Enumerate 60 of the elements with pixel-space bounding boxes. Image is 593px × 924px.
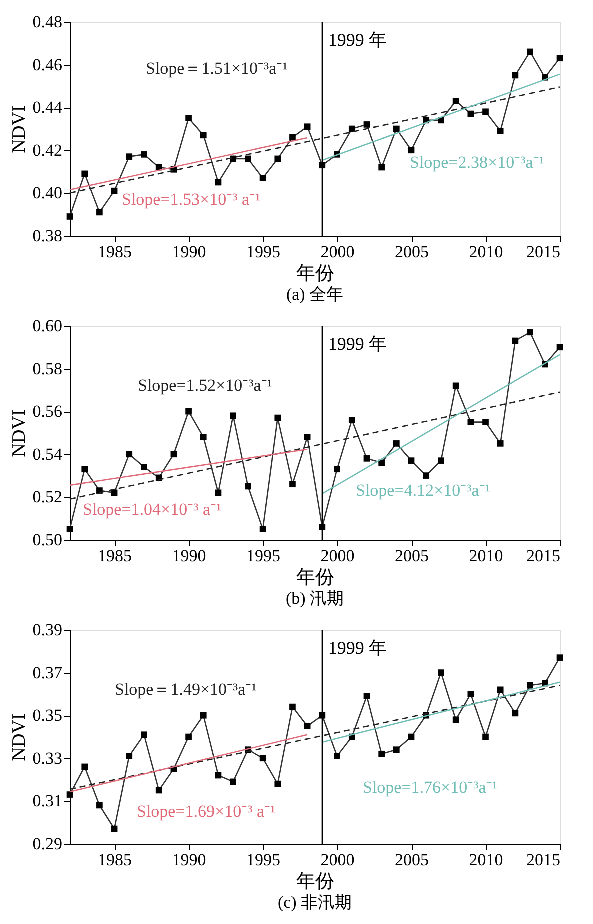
- annotation: Slope=4.12×10⁻³a⁻¹: [356, 481, 490, 500]
- x-tick-label: 2010: [469, 546, 504, 566]
- y-tick-label: 0.58: [32, 359, 62, 378]
- y-tick-label: 0.38: [32, 226, 62, 246]
- y-tick-label: 0.37: [32, 663, 63, 682]
- x-tick-label: 2015: [526, 546, 560, 566]
- y-tick-label: 0.44: [32, 98, 63, 118]
- y-tick-label: 0.54: [32, 444, 63, 464]
- x-tick-label: 1995: [246, 242, 281, 262]
- ref-line-label: 1999 年: [328, 334, 387, 354]
- y-axis-title: NDVI: [8, 714, 30, 762]
- x-tick-label: 1990: [172, 850, 206, 870]
- x-tick-label: 2000: [320, 850, 355, 870]
- ref-line-label: 1999 年: [328, 30, 387, 50]
- y-tick-label: 0.33: [32, 748, 62, 768]
- x-tick-label: 1995: [246, 850, 281, 870]
- y-tick-label: 0.31: [32, 792, 62, 811]
- x-tick-label: 2000: [320, 242, 355, 262]
- x-tick-label: 1985: [98, 850, 132, 870]
- y-tick-label: 0.39: [32, 620, 62, 640]
- x-tick-label: 1985: [98, 242, 132, 262]
- annotation: Slope=1.76×10⁻³a⁻¹: [363, 778, 498, 797]
- annotation: Slope=2.38×10⁻³a⁻¹: [410, 153, 544, 172]
- x-tick-label: 2005: [395, 850, 430, 870]
- text: (c) 非汛期: [278, 893, 352, 912]
- y-tick-label: 0.48: [32, 12, 62, 32]
- x-tick-label: 1990: [172, 242, 206, 262]
- x-tick-label: 2005: [395, 546, 430, 566]
- annotation: Slope=1.53×10⁻³ a⁻¹: [122, 190, 261, 209]
- x-axis-title: 年份: [296, 568, 334, 588]
- ref-line-label: 1999 年: [328, 638, 387, 658]
- x-tick-label: 1985: [98, 546, 132, 566]
- annotation: Slope＝1.51×10⁻³a⁻¹: [146, 59, 288, 78]
- x-tick-label: 2005: [395, 242, 430, 262]
- y-tick-label: 0.56: [32, 402, 62, 422]
- x-tick-label: 1995: [246, 546, 281, 566]
- text: (b) 汛期: [286, 589, 344, 608]
- y-tick-label: 0.50: [32, 530, 62, 550]
- x-tick-label: 2010: [469, 850, 504, 870]
- x-axis-title: 年份: [296, 872, 334, 892]
- annotation: Slope=1.69×10⁻³ a⁻¹: [137, 802, 276, 821]
- x-tick-label: 1990: [172, 546, 206, 566]
- x-tick-label: 2015: [526, 850, 560, 870]
- annotation: Slope＝1.49×10⁻³a⁻¹: [115, 680, 257, 699]
- y-tick-label: 0.35: [32, 706, 62, 726]
- x-tick-label: 2010: [469, 242, 504, 262]
- text: (a) 全年: [286, 285, 344, 304]
- y-tick-label: 0.52: [32, 488, 62, 507]
- y-tick-label: 0.60: [32, 316, 62, 336]
- annotation: Slope=1.04×10⁻³ a⁻¹: [83, 500, 222, 519]
- y-axis-title: NDVI: [8, 410, 30, 458]
- y-tick-label: 0.40: [32, 184, 62, 203]
- y-tick-label: 0.42: [32, 140, 62, 160]
- x-tick-label: 2000: [320, 546, 355, 566]
- x-axis-title: 年份: [296, 264, 334, 284]
- x-tick-label: 2015: [526, 242, 560, 262]
- y-tick-label: 0.46: [32, 55, 62, 74]
- y-tick-label: 0.29: [32, 834, 62, 854]
- annotation: Slope=1.52×10⁻³a⁻¹: [138, 376, 272, 395]
- y-axis-title: NDVI: [8, 106, 30, 154]
